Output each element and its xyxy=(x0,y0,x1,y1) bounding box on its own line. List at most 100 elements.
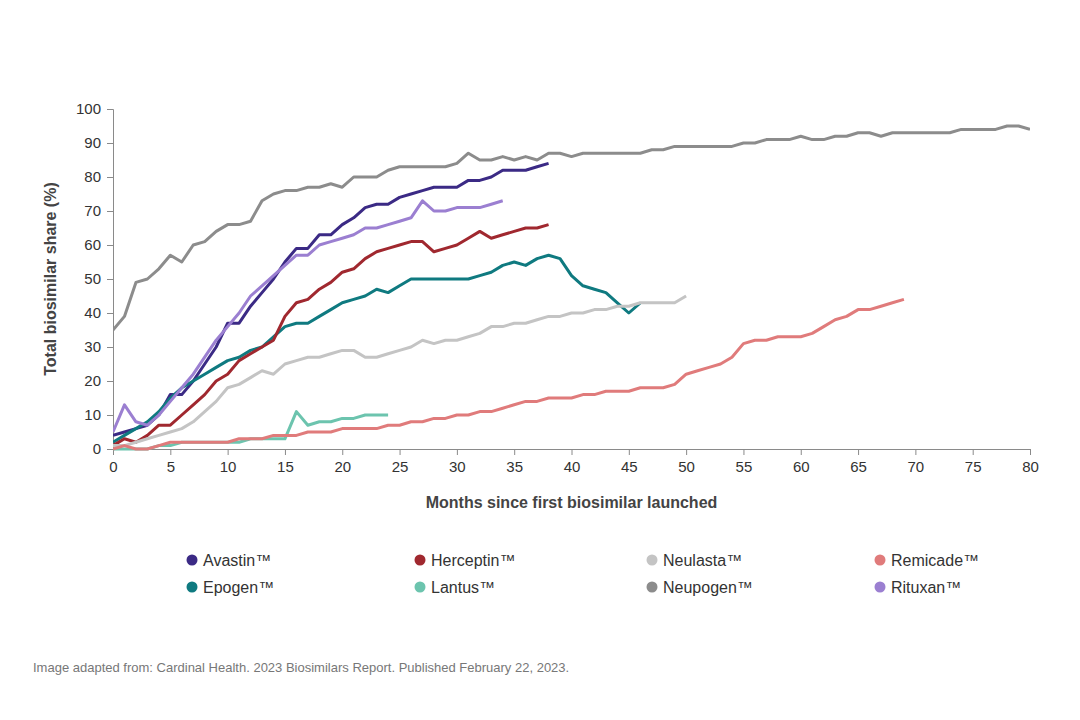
x-tick-label: 40 xyxy=(564,458,581,475)
y-tick-label: 40 xyxy=(84,304,101,321)
y-tick: 50 xyxy=(84,270,113,287)
y-tick-mark xyxy=(107,143,113,144)
x-tick: 70 xyxy=(908,449,925,475)
x-tick-mark xyxy=(629,449,630,455)
x-axis-title: Months since first biosimilar launched xyxy=(426,494,718,511)
x-tick: 80 xyxy=(1022,449,1039,475)
x-tick: 50 xyxy=(678,449,695,475)
x-tick-mark xyxy=(1030,449,1031,455)
x-tick: 40 xyxy=(564,449,581,475)
x-tick-label: 20 xyxy=(334,458,351,475)
legend-item: Avastin™ xyxy=(187,552,272,569)
x-tick-mark xyxy=(915,449,916,455)
y-axis-line xyxy=(107,110,114,450)
y-tick: 10 xyxy=(84,406,113,423)
y-tick-label: 50 xyxy=(84,270,101,287)
y-tick: 60 xyxy=(84,236,113,253)
x-tick: 35 xyxy=(506,449,523,475)
plot-area xyxy=(113,126,1030,449)
legend-swatch xyxy=(187,582,198,593)
legend-item: Lantus™ xyxy=(415,579,496,596)
y-tick-mark xyxy=(107,177,113,178)
y-tick-mark xyxy=(107,245,113,246)
y-tick-mark xyxy=(107,279,113,280)
x-tick-label: 25 xyxy=(392,458,409,475)
x-tick-mark xyxy=(457,449,458,455)
y-tick-label: 30 xyxy=(84,338,101,355)
x-tick: 0 xyxy=(109,449,117,475)
x-tick-label: 60 xyxy=(793,458,810,475)
legend-item: Epogen™ xyxy=(187,579,275,596)
legend-swatch xyxy=(875,582,886,593)
x-tick: 30 xyxy=(449,449,466,475)
x-tick-label: 65 xyxy=(850,458,867,475)
x-tick-mark xyxy=(285,449,286,455)
x-tick: 65 xyxy=(850,449,867,475)
y-tick-mark xyxy=(107,449,113,450)
y-tick-mark xyxy=(107,109,113,110)
x-tick-mark xyxy=(514,449,515,455)
x-tick-mark xyxy=(801,449,802,455)
x-tick-label: 5 xyxy=(167,458,175,475)
x-axis-line xyxy=(114,450,1031,456)
chart: 0 5 10 15 20 25 30 35 40 45 50 55 60 65 70 75 80 0 10 20 30 4… xyxy=(0,0,1080,720)
x-tick: 45 xyxy=(621,449,638,475)
legend-item: Neulasta™ xyxy=(647,552,743,569)
legend-swatch xyxy=(647,555,658,566)
legend-swatch xyxy=(187,555,198,566)
y-tick-label: 70 xyxy=(84,202,101,219)
x-tick-mark xyxy=(858,449,859,455)
y-tick: 80 xyxy=(84,168,113,185)
source-note: Image adapted from: Cardinal Health. 202… xyxy=(33,660,569,675)
x-tick-mark xyxy=(686,449,687,455)
y-tick: 40 xyxy=(84,304,113,321)
x-tick-label: 0 xyxy=(109,458,117,475)
series-line xyxy=(113,163,549,435)
x-tick-label: 75 xyxy=(965,458,982,475)
x-tick-label: 50 xyxy=(678,458,695,475)
y-tick-mark xyxy=(107,211,113,212)
x-tick-label: 70 xyxy=(908,458,925,475)
legend: Avastin™ Epogen™ Herceptin™ Lantus™ Neulasta… xyxy=(187,552,980,596)
x-tick: 60 xyxy=(793,449,810,475)
x-axis: 0 5 10 15 20 25 30 35 40 45 50 55 60 65 70 75 80 xyxy=(109,449,1039,475)
x-tick: 25 xyxy=(392,449,409,475)
x-tick-label: 55 xyxy=(736,458,753,475)
x-tick-mark xyxy=(743,449,744,455)
y-tick: 100 xyxy=(76,100,113,117)
y-tick-label: 0 xyxy=(93,440,101,457)
legend-item: Neupogen™ xyxy=(647,579,753,596)
y-tick-mark xyxy=(107,415,113,416)
legend-swatch xyxy=(647,582,658,593)
y-tick: 20 xyxy=(84,372,113,389)
y-tick: 30 xyxy=(84,338,113,355)
y-tick-mark xyxy=(107,347,113,348)
x-tick-label: 80 xyxy=(1022,458,1039,475)
legend-label: Remicade™ xyxy=(891,552,979,569)
x-tick: 10 xyxy=(220,449,237,475)
x-tick: 15 xyxy=(277,449,294,475)
x-tick: 5 xyxy=(167,449,175,475)
x-tick-mark xyxy=(572,449,573,455)
y-tick-label: 60 xyxy=(84,236,101,253)
legend-label: Herceptin™ xyxy=(431,552,515,569)
x-tick: 75 xyxy=(965,449,982,475)
legend-label: Lantus™ xyxy=(431,579,495,596)
x-tick-mark xyxy=(400,449,401,455)
x-tick-label: 35 xyxy=(506,458,523,475)
legend-swatch xyxy=(875,555,886,566)
x-tick-label: 45 xyxy=(621,458,638,475)
y-tick-mark xyxy=(107,313,113,314)
legend-label: Neupogen™ xyxy=(663,579,753,596)
y-tick: 70 xyxy=(84,202,113,219)
legend-item: Remicade™ xyxy=(875,552,980,569)
legend-item: Rituxan™ xyxy=(875,579,962,596)
series-line xyxy=(113,126,1030,330)
series-line xyxy=(113,296,686,446)
legend-label: Epogen™ xyxy=(203,579,274,596)
legend-label: Neulasta™ xyxy=(663,552,742,569)
y-axis: 0102030405060708090100 xyxy=(76,100,114,457)
x-tick-mark xyxy=(342,449,343,455)
x-tick-mark xyxy=(170,449,171,455)
legend-label: Rituxan™ xyxy=(891,579,961,596)
